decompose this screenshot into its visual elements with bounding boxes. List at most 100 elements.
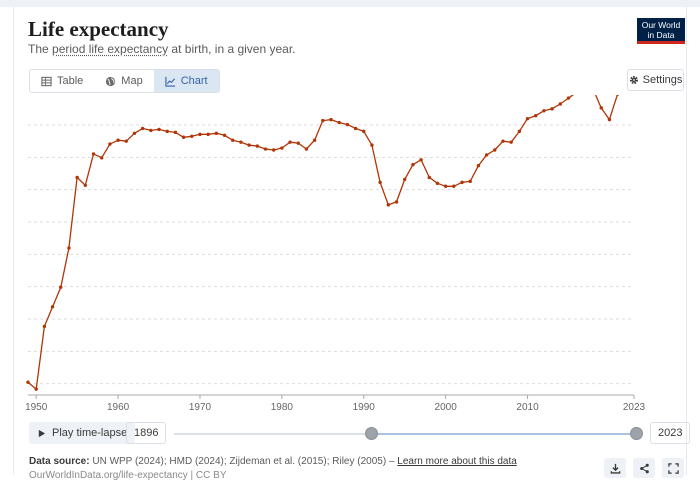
data-point	[239, 140, 243, 144]
chart-title: Life expectancy	[28, 17, 169, 41]
download-icon	[610, 463, 620, 474]
data-point	[42, 324, 47, 329]
data-point	[67, 246, 71, 250]
x-tick-label: 1950	[25, 402, 48, 413]
gear-icon	[629, 76, 638, 84]
data-point	[443, 184, 448, 188]
data-point	[542, 109, 546, 113]
data-point	[214, 131, 219, 136]
share-icon	[639, 463, 649, 473]
data-point	[149, 128, 153, 133]
subtitle-definition-link[interactable]: period life expectancy	[52, 42, 169, 56]
data-point	[534, 114, 538, 118]
data-point	[132, 131, 137, 136]
data-point	[75, 175, 79, 180]
settings-button[interactable]: Settings	[627, 69, 684, 91]
data-point	[558, 102, 562, 106]
data-point	[91, 152, 96, 156]
data-point	[550, 107, 554, 111]
data-point	[288, 140, 292, 144]
card-border-left	[13, 7, 14, 475]
data-point	[173, 130, 178, 135]
data-point	[370, 143, 374, 147]
learn-more-link[interactable]: Learn more about this data	[397, 456, 517, 467]
play-icon	[38, 429, 46, 437]
data-point	[566, 96, 571, 100]
chart-subtitle: The period life expectancy at birth, in …	[28, 42, 296, 56]
timeline-start-handle[interactable]	[365, 427, 378, 440]
x-tick-label: 1960	[107, 402, 130, 413]
data-point	[140, 126, 145, 131]
data-point	[378, 180, 382, 185]
share-button[interactable]	[633, 458, 655, 478]
data-point	[525, 116, 530, 121]
data-point	[476, 163, 481, 168]
data-source-note: Data source: UN WPP (2024); HMD (2024); …	[29, 456, 517, 467]
view-tabs: Table Map Chart	[29, 69, 220, 93]
source-url: OurWorldInData.org/life-expectancy | CC …	[29, 470, 227, 481]
data-point	[255, 144, 259, 148]
card-border-right	[686, 7, 687, 475]
timeline-end-handle[interactable]	[630, 427, 643, 440]
data-point	[108, 142, 112, 146]
line-chart-icon	[165, 76, 175, 87]
tab-chart[interactable]: Chart	[153, 70, 219, 92]
data-point	[419, 158, 423, 162]
data-point	[83, 183, 88, 187]
data-point	[493, 148, 497, 152]
fullscreen-button[interactable]	[662, 458, 684, 478]
data-point	[280, 146, 284, 150]
data-point	[427, 175, 431, 180]
data-point	[59, 285, 63, 289]
data-point	[34, 387, 38, 391]
data-point	[100, 156, 104, 160]
data-point	[435, 181, 440, 186]
x-tick-label: 1980	[271, 402, 294, 413]
data-point	[116, 138, 120, 142]
data-point	[460, 180, 464, 185]
data-point	[50, 305, 55, 309]
start-year-input[interactable]: 1896	[126, 422, 167, 444]
data-point	[509, 140, 513, 144]
data-point	[231, 138, 235, 142]
data-point	[337, 120, 341, 125]
data-point	[353, 126, 358, 131]
download-button[interactable]	[604, 458, 626, 478]
data-point	[501, 139, 505, 143]
data-point	[321, 118, 325, 123]
x-tick-label: 1990	[353, 402, 376, 413]
table-icon	[41, 76, 52, 86]
top-strip	[0, 0, 700, 7]
data-point	[198, 132, 202, 137]
data-point	[411, 163, 415, 167]
data-point	[247, 143, 251, 147]
data-point	[616, 95, 620, 96]
tab-table[interactable]: Table	[30, 70, 94, 92]
globe-icon	[106, 76, 116, 86]
data-point	[296, 141, 300, 145]
data-point	[181, 135, 186, 139]
x-tick-label: 2000	[435, 402, 458, 413]
data-point	[345, 122, 350, 127]
data-point	[304, 147, 309, 151]
data-point	[222, 133, 227, 137]
data-point	[329, 117, 333, 122]
data-point	[263, 147, 268, 151]
data-point	[157, 127, 161, 132]
play-timelapse-button[interactable]: Play time-lapse	[29, 422, 136, 444]
data-point	[26, 380, 30, 384]
tab-map[interactable]: Map	[94, 70, 153, 92]
x-tick-label: 1970	[189, 402, 212, 413]
data-point	[517, 129, 522, 134]
end-year-input[interactable]: 2023	[650, 422, 691, 444]
owid-logo[interactable]: Our World in Data	[637, 18, 685, 44]
data-point	[607, 117, 612, 122]
data-point	[124, 139, 128, 143]
life-expectancy-line-chart: 19501960197019801990200020102023Russia	[25, 95, 646, 413]
timeline-selected-range	[371, 433, 637, 435]
fullscreen-icon	[667, 462, 679, 474]
x-tick-label: 2023	[623, 402, 646, 413]
data-point	[394, 200, 399, 204]
data-point	[312, 138, 317, 142]
data-point	[386, 203, 391, 207]
